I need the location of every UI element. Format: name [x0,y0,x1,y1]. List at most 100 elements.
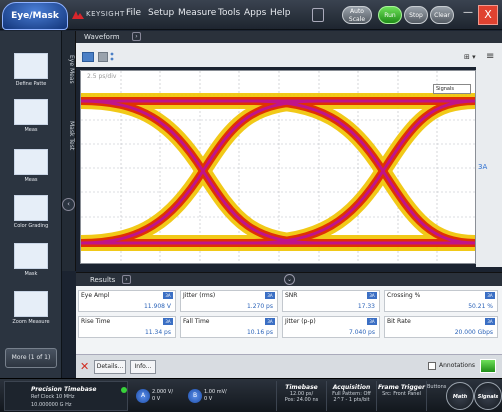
result-value: 11.34 ps [144,329,171,336]
channel-a-line1: 2.000 V/ [152,389,174,395]
tool-label: Define Patte [15,81,47,87]
clear-button[interactable]: Clear [430,6,454,24]
result-bit-rate[interactable]: Bit Rate 3A 20.000 Gbps [384,316,498,338]
tool-meas-2[interactable]: Meas [4,149,58,183]
timebase-panel[interactable]: Timebase 12.00 ps/ Pos: 24.00 ns [276,381,326,411]
menu-help[interactable]: Help [270,8,291,18]
annotations-checkbox[interactable] [428,362,436,370]
precision-timebase-line1: Ref Clock 10 MHz [31,394,75,400]
buttons-label: Buttons [427,384,447,390]
tool-mask[interactable]: Mask [4,243,58,277]
minimize-button[interactable]: — [463,7,473,18]
result-name: Rise Time [81,318,111,325]
signals-dropdown[interactable]: Signals [433,84,471,94]
results-expand-icon[interactable]: › [122,275,131,284]
menu-measure[interactable]: Measure [178,8,217,18]
delete-results-icon[interactable]: ✕ [80,360,90,373]
tool-meas-1[interactable]: Meas [4,99,58,133]
waveform-toolbar: ⊞ ▾ ≡ [76,43,502,67]
result-value: 20.000 Gbps [454,329,493,336]
result-value: 50.21 % [468,303,493,310]
result-eye-ampl[interactable]: Eye Ampl 3A 11.908 V [78,290,176,312]
auto-scale-button[interactable]: Auto Scale [342,6,372,24]
channel-a-button[interactable]: A [136,389,150,403]
tool-color-grading[interactable]: Color Grading [4,195,58,229]
channel-a-line2: 0 V [152,396,161,402]
mask-icon [14,243,48,269]
waveform-expand-icon[interactable]: › [132,32,141,41]
eye-mid-band [81,97,475,248]
more-tools-button[interactable]: More (1 of 1) [5,348,57,368]
channel-badge: 3A [485,292,495,299]
result-rise-time[interactable]: Rise Time 3A 11.34 ps [78,316,176,338]
tab-eye-meas[interactable]: Eye Meas [68,54,75,84]
tool-define-pattern[interactable]: Define Patte [4,53,58,87]
eye-meas-icon [14,99,48,125]
hamburger-icon[interactable]: ≡ [486,51,495,62]
results-collapse-icon[interactable]: ⌄ [284,274,295,285]
auto-scale-top: Auto [350,8,364,15]
status-led-icon [121,387,127,393]
buttons-panel[interactable]: Buttons [426,381,447,411]
channel-marker-3a[interactable]: 3A [478,163,488,171]
collapse-panel-button[interactable]: ‹ [62,198,75,211]
channel-b-line2: 0 V [204,396,213,402]
eye-diagram-plot[interactable]: 2.5 ps/div Signals [80,70,476,264]
channel-a-scale: 2.000 V/ 0 V [152,389,173,403]
annotations-color-icon[interactable] [480,359,496,373]
menu-tools[interactable]: Tools [218,8,241,18]
menu-setup[interactable]: Setup [148,8,175,18]
stop-button[interactable]: Stop [404,6,428,24]
results-footer: ✕ Details... Info... Annotations [76,354,502,378]
define-pattern-icon [14,53,48,79]
menu-apps[interactable]: Apps [244,8,267,18]
results-table: Eye Ampl 3A 11.908 V Jitter (rms) 3A 1.2… [76,286,502,354]
annotations-label: Annotations [439,362,476,369]
dots-icon[interactable] [110,52,114,62]
details-button[interactable]: Details... [94,360,126,374]
frame-trigger-value: Src: Front Panel [382,391,421,397]
brand-label: KEYSIGHT [86,10,125,18]
run-button[interactable]: Run [378,6,402,24]
precision-timebase-panel[interactable]: Precision Timebase Ref Clock 10 MHz 10.0… [4,381,128,411]
color-grading-icon [14,195,48,221]
result-value: 11.908 V [143,303,171,310]
close-button[interactable]: X [478,5,498,25]
channel-badge: 3A [265,318,275,325]
timebase-heading: Timebase [285,384,318,391]
result-jitter-pp[interactable]: Jitter (p-p) 3A 7.040 ps [282,316,380,338]
result-crossing[interactable]: Crossing % 3A 50.21 % [384,290,498,312]
tab-mask-test[interactable]: Mask Test [68,121,75,151]
crossing-meas-icon [14,149,48,175]
result-name: Fall Time [183,318,210,325]
channel-badge: 3A [367,292,377,299]
eye-diagram-svg [81,71,475,263]
result-jitter-rms[interactable]: Jitter (rms) 3A 1.270 ps [180,290,278,312]
info-button[interactable]: Info... [130,360,156,374]
signals-button[interactable]: Signals [474,382,502,410]
channel-badge: 3A [163,318,173,325]
zoom-dropdown[interactable]: ⊞ ▾ [464,53,476,61]
lock-icon[interactable] [312,8,324,22]
menu-file[interactable]: File [126,8,142,18]
channel-badge: 3A [367,318,377,325]
waveform-title: Waveform [84,33,120,41]
result-name: Jitter (rms) [183,292,216,299]
frame-trigger-panel[interactable]: Frame Trigger Src: Front Panel [376,381,426,411]
single-view-icon[interactable] [82,52,94,62]
results-title: Results [90,276,116,284]
zoom-measure-icon [14,291,48,317]
result-snr[interactable]: SNR 3A 17.33 [282,290,380,312]
tool-zoom-measure[interactable]: Zoom Measure [4,291,58,325]
result-value: 10.16 ps [246,329,273,336]
plot-scale-label: 2.5 ps/div [87,73,117,80]
menu-bar: Eye/Mask KEYSIGHT File Setup Measure Too… [0,0,502,30]
result-fall-time[interactable]: Fall Time 3A 10.16 ps [180,316,278,338]
channel-b-button[interactable]: B [188,389,202,403]
mode-button[interactable]: Eye/Mask [2,2,68,30]
acquisition-panel[interactable]: Acquisition Full Pattern: Off 2^7 - 1 pt… [326,381,376,411]
vertical-tabs: Eye Meas Mask Test [62,31,76,271]
precision-timebase-line2: 10.000000 G Hz [31,402,72,408]
math-button[interactable]: Math [446,382,474,410]
grid-view-icon[interactable] [98,52,108,62]
